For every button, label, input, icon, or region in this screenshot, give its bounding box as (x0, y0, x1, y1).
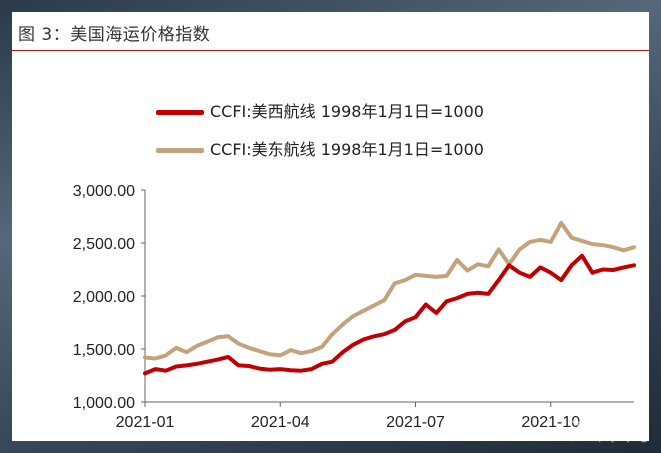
legend-label-west: CCFI:美西航线 1998年1月1日=1000 (210, 102, 484, 121)
chart-frame: 图 3：美国海运价格指数 CCFI:美西航线 1998年1月1日=1000 CC… (12, 12, 649, 441)
legend-item-west: CCFI:美西航线 1998年1月1日=1000 (156, 98, 484, 122)
y-tick-label: 1,000.00 (73, 395, 135, 412)
legend-item-east: CCFI:美东航线 1998年1月1日=1000 (156, 136, 484, 160)
x-tick-label: 2021-01 (116, 414, 175, 431)
x-tick-label: 2021-10 (521, 414, 580, 431)
y-tick-label: 1,500.00 (73, 342, 135, 359)
series-line-west (143, 253, 636, 376)
legend-label-east: CCFI:美东航线 1998年1月1日=1000 (210, 140, 484, 159)
legend-swatch-west (156, 110, 204, 115)
x-tick-label: 2021-07 (386, 414, 445, 431)
y-tick-label: 2,500.00 (73, 236, 135, 253)
y-tick-label: 2,000.00 (73, 289, 135, 306)
chart-title: 图 3：美国海运价格指数 (18, 25, 211, 45)
title-bar: 图 3：美国海运价格指数 (12, 12, 649, 51)
line-chart: 1,000.00 1,500.00 2,000.00 2,500.00 3,000.00… (73, 183, 636, 431)
x-tick-label: 2021-04 (251, 414, 310, 431)
y-tick-label: 3,000.00 (73, 183, 135, 200)
legend-swatch-east (156, 148, 204, 153)
watermark-text: 汇外网 (569, 418, 653, 446)
series-line-east (143, 220, 636, 361)
